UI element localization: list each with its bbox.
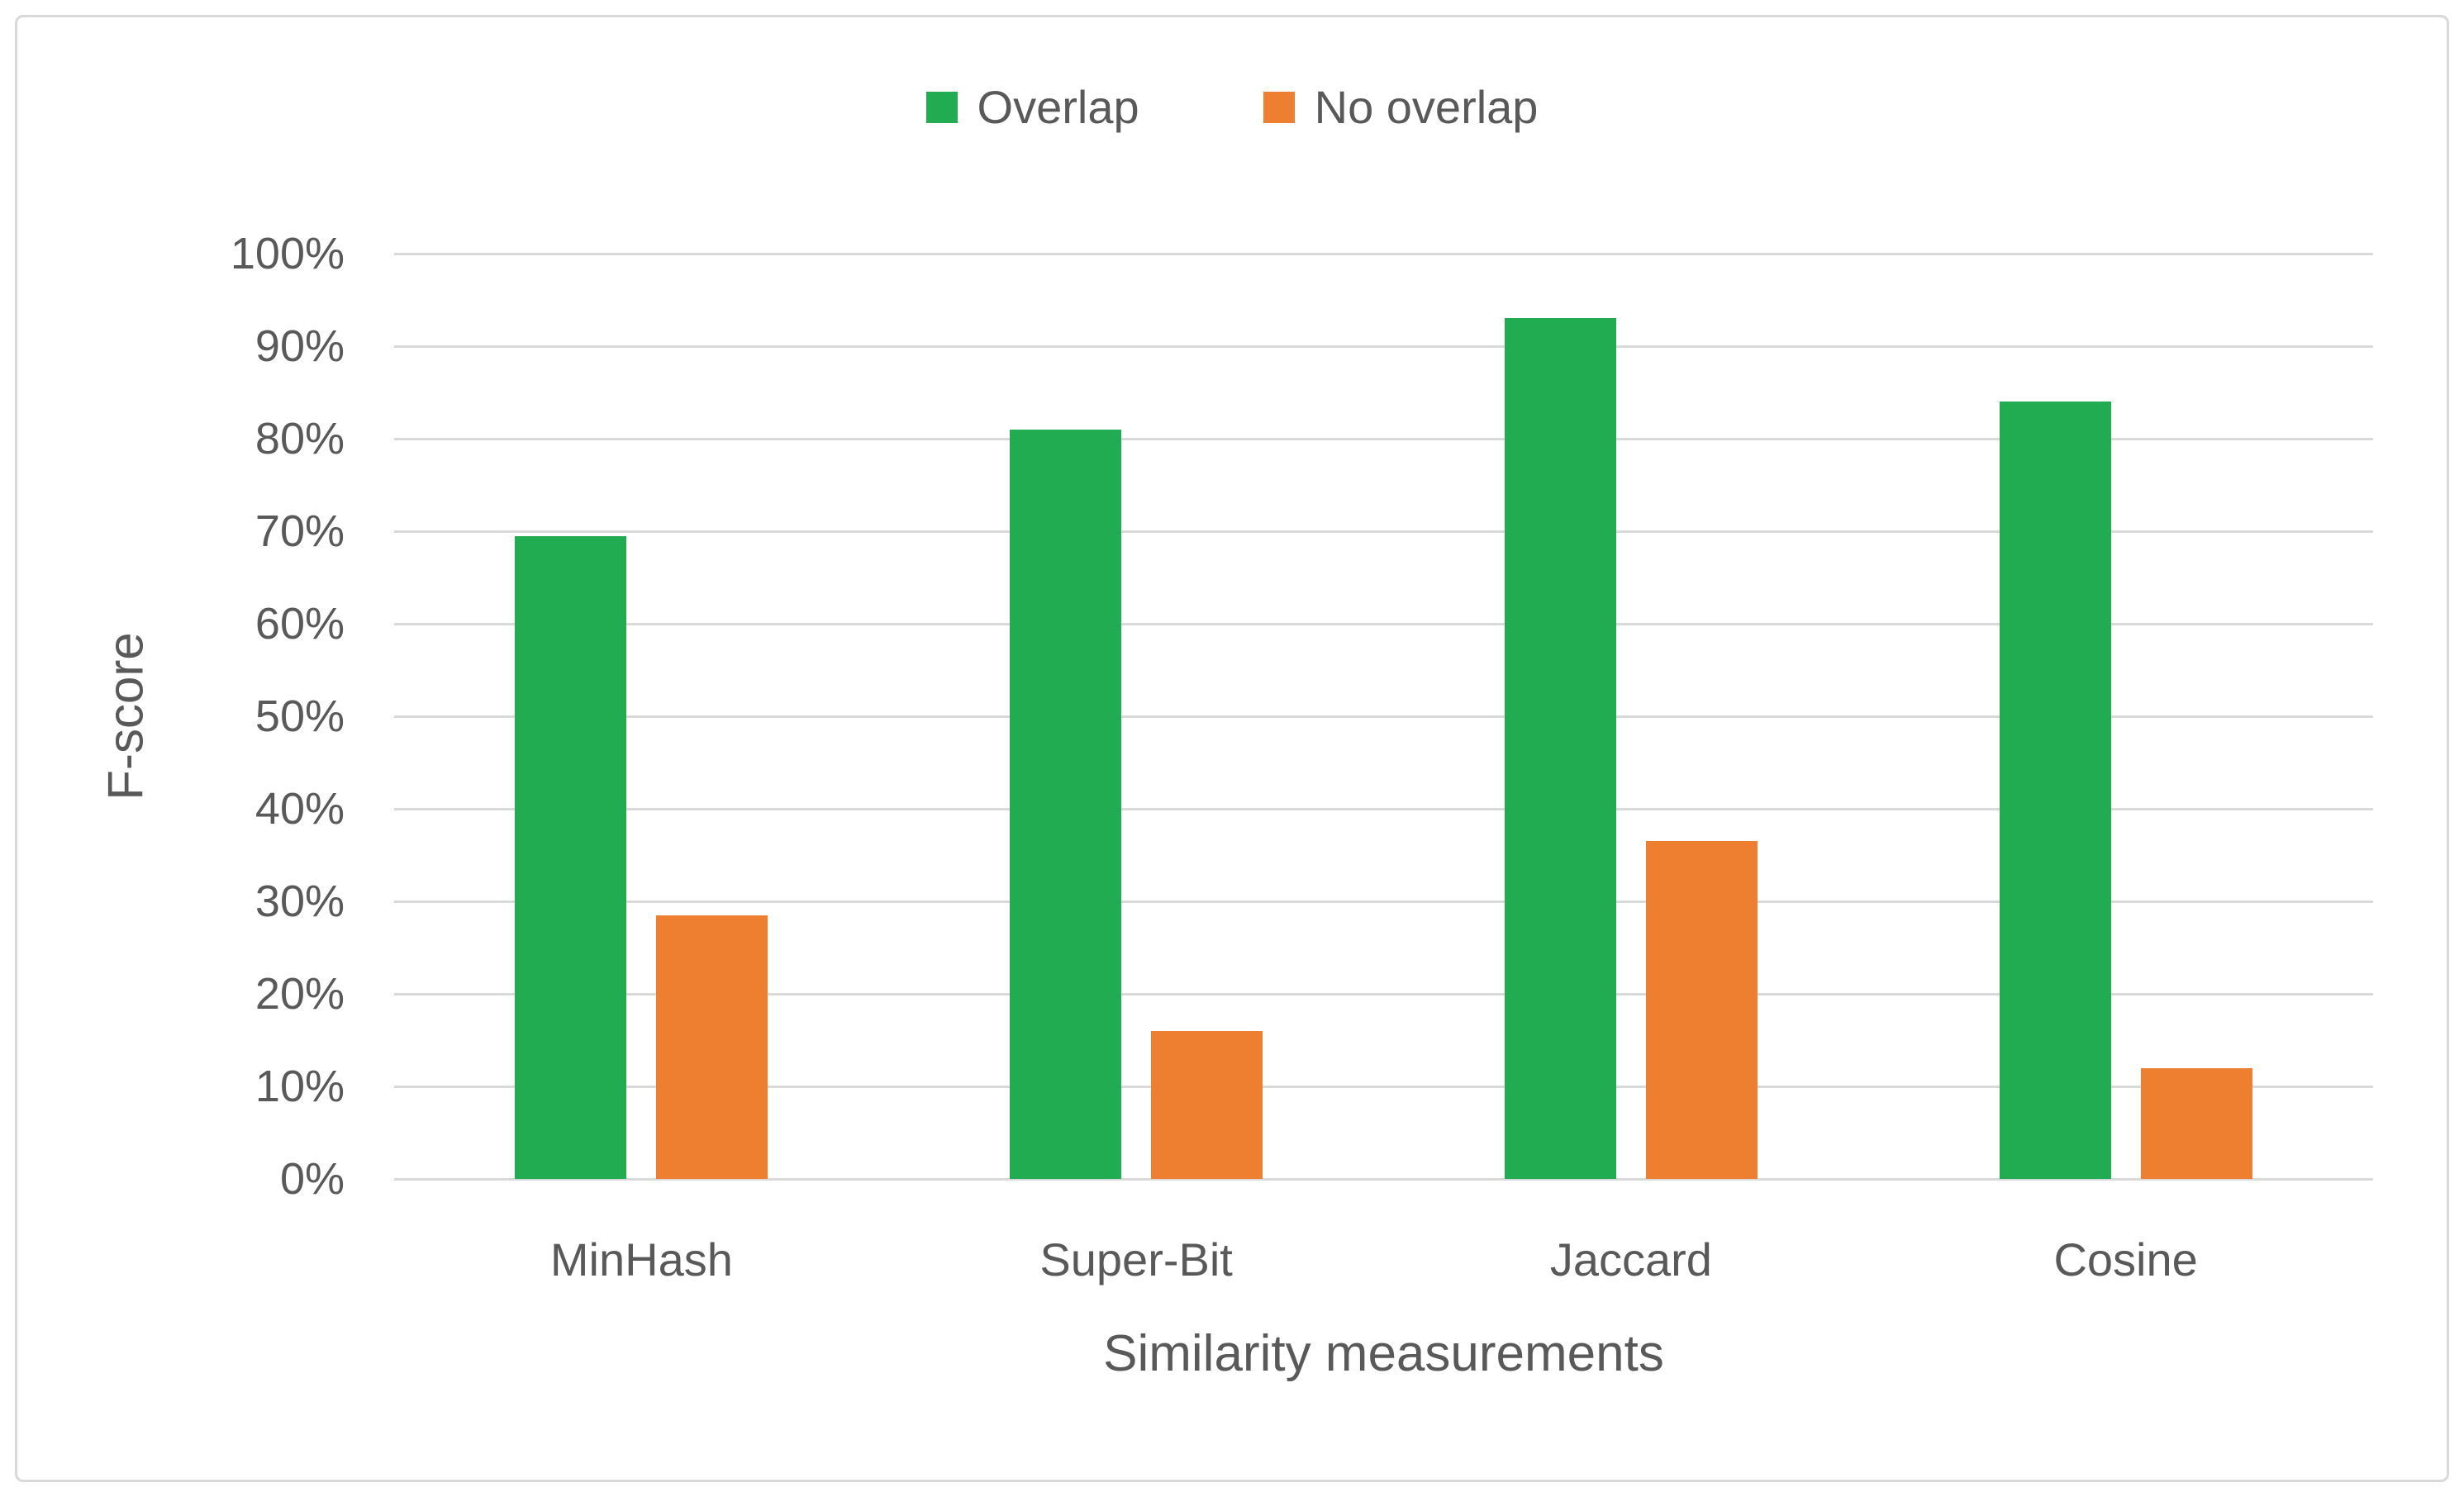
y-tick-label-70: 70% xyxy=(254,506,345,556)
x-category-label-super-bit: Super-Bit xyxy=(1039,1233,1233,1286)
legend-label-no-overlap: No overlap xyxy=(1314,81,1539,133)
bar-group-minhash xyxy=(394,254,889,1179)
y-tick-label-0: 0% xyxy=(279,1154,345,1204)
gridline-80 xyxy=(394,437,2373,440)
gridline-90 xyxy=(394,345,2373,348)
bar-overlap-super-bit xyxy=(1010,429,1122,1179)
bar-no-overlap-jaccard xyxy=(1645,841,1758,1179)
bar-overlap-cosine xyxy=(1999,402,2111,1179)
gridline-40 xyxy=(394,807,2373,810)
y-tick-label-30: 30% xyxy=(254,877,345,926)
gridline-20 xyxy=(394,992,2373,996)
y-tick-label-40: 40% xyxy=(254,784,345,834)
legend-swatch-no-overlap-icon xyxy=(1263,92,1295,123)
legend-item-overlap: Overlap xyxy=(925,79,1139,135)
y-tick-label-20: 20% xyxy=(254,969,345,1019)
chart-border xyxy=(15,15,2449,1482)
y-tick-label-90: 90% xyxy=(254,321,345,371)
y-tick-label-50: 50% xyxy=(254,691,345,741)
legend-item-no-overlap: No overlap xyxy=(1263,79,1539,135)
bar-group-jaccard xyxy=(1384,254,1879,1179)
bar-overlap-jaccard xyxy=(1504,318,1616,1179)
y-tick-label-100: 100% xyxy=(230,229,345,278)
bar-no-overlap-cosine xyxy=(2140,1067,2252,1179)
gridline-10 xyxy=(394,1085,2373,1088)
bar-group-cosine xyxy=(1878,254,2373,1179)
gridline-50 xyxy=(394,715,2373,718)
gridline-30 xyxy=(394,900,2373,903)
x-category-label-minhash: MinHash xyxy=(549,1233,733,1286)
legend: Overlap No overlap xyxy=(0,79,2464,135)
gridline-70 xyxy=(394,530,2373,533)
gridline-60 xyxy=(394,622,2373,625)
bar-groups xyxy=(394,254,2373,1179)
x-category-label-jaccard: Jaccard xyxy=(1549,1233,1712,1286)
bar-no-overlap-minhash xyxy=(656,915,768,1179)
bar-overlap-minhash xyxy=(515,535,627,1179)
y-tick-label-60: 60% xyxy=(254,599,345,649)
y-tick-label-10: 10% xyxy=(254,1062,345,1111)
legend-swatch-overlap-icon xyxy=(925,92,958,123)
legend-label-overlap: Overlap xyxy=(977,81,1139,133)
y-tick-label-80: 80% xyxy=(254,414,345,463)
plot-area xyxy=(394,252,2373,1181)
bar-group-super-bit xyxy=(889,254,1384,1179)
x-category-label-cosine: Cosine xyxy=(2053,1233,2198,1286)
x-axis-title: Similarity measurements xyxy=(1103,1325,1664,1382)
gridline-100 xyxy=(394,252,2373,255)
bar-no-overlap-super-bit xyxy=(1151,1030,1263,1179)
gridline-0 xyxy=(394,1177,2373,1181)
